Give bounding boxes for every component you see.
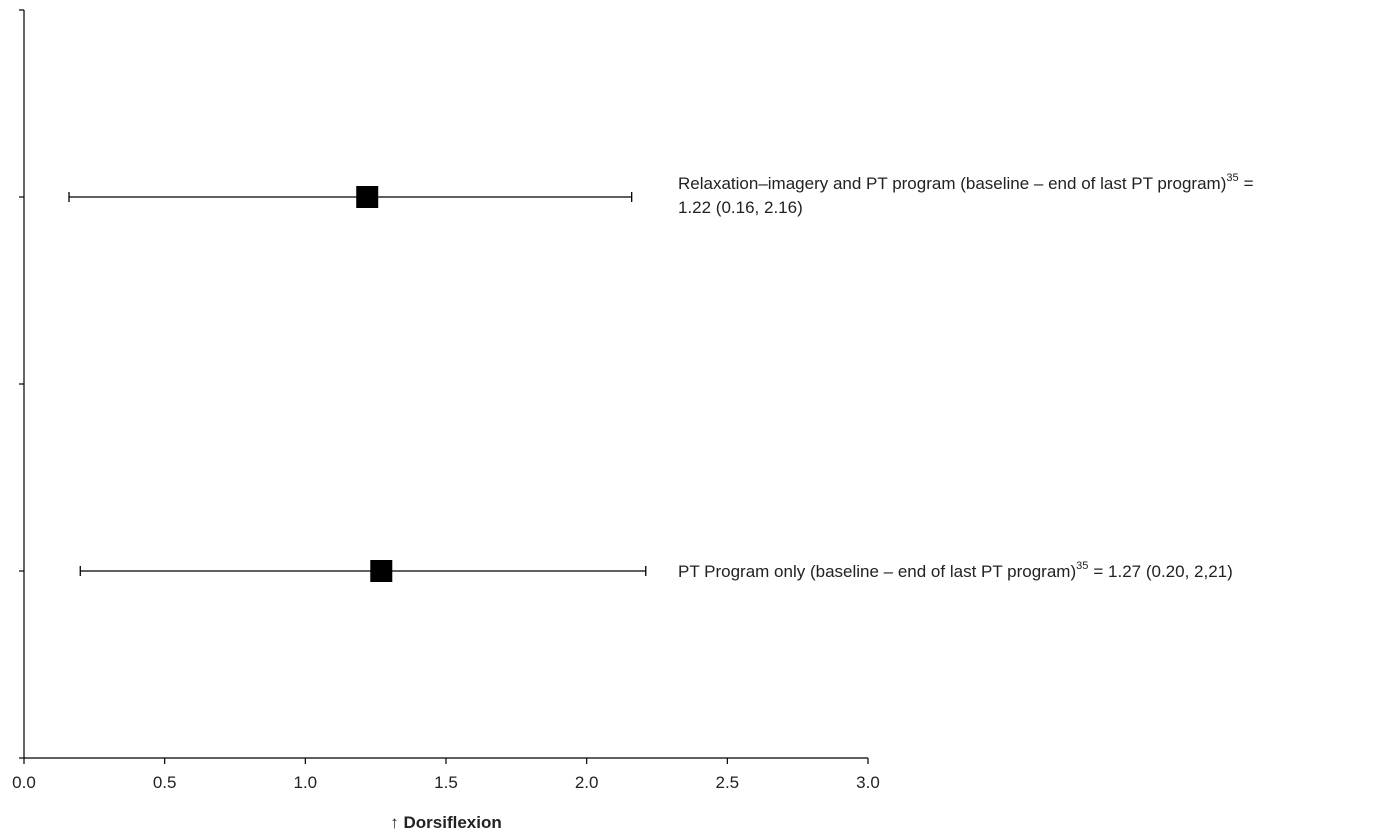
row-label: PT Program only (baseline – end of last …: [678, 560, 1233, 581]
row-label: Relaxation–imagery and PT program (basel…: [678, 172, 1254, 193]
row-label-text: Relaxation–imagery and PT program (basel…: [678, 174, 1226, 193]
x-tick-label: 1.5: [434, 773, 458, 792]
estimate-marker: [356, 186, 379, 208]
x-tick-label: 2.5: [716, 773, 740, 792]
row-label-end: = 1.27 (0.20, 2,21): [1093, 562, 1232, 581]
row-label-superscript: 35: [1076, 560, 1088, 572]
x-tick-label: 1.0: [294, 773, 318, 792]
row-label-superscript: 35: [1226, 172, 1238, 184]
row-label-end: =: [1244, 174, 1254, 193]
x-tick-label: 0.5: [153, 773, 177, 792]
x-tick-label: 2.0: [575, 773, 599, 792]
x-tick-label: 0.0: [12, 773, 36, 792]
estimate-marker: [370, 560, 393, 582]
x-axis-label: ↑ Dorsiflexion: [390, 813, 501, 832]
x-tick-label: 3.0: [856, 773, 880, 792]
row-estimate-label: 1.22 (0.16, 2.16): [678, 198, 803, 217]
row-label-text: PT Program only (baseline – end of last …: [678, 562, 1076, 581]
